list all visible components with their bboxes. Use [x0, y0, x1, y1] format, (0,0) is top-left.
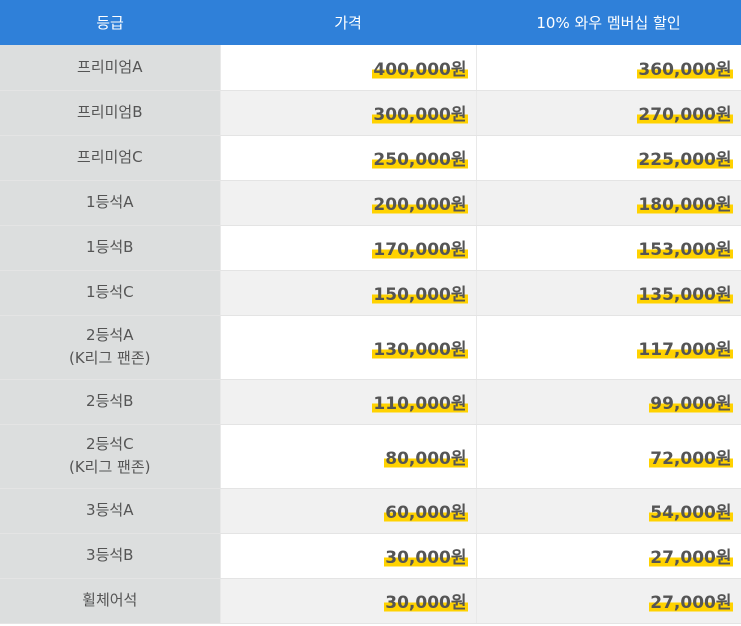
table-row: 1등석A 200,000원 180,000원	[0, 180, 741, 226]
discount-value: 54,000원	[649, 503, 733, 523]
discount-value: 153,000원	[637, 240, 733, 260]
price-value: 60,000원	[384, 503, 468, 523]
discount-cell: 27,000원	[476, 533, 741, 579]
header-grade: 등급	[0, 0, 220, 45]
grade-label: 3등석B	[86, 546, 134, 564]
discount-value: 225,000원	[637, 150, 733, 170]
discount-value: 180,000원	[637, 195, 733, 215]
discount-value: 270,000원	[637, 105, 733, 125]
table-row: 프리미엄B 300,000원 270,000원	[0, 90, 741, 136]
table-row: 프리미엄C 250,000원 225,000원	[0, 135, 741, 181]
grade-label: (K리그 팬존)	[68, 349, 151, 367]
price-value: 200,000원	[372, 195, 468, 215]
grade-label: 프리미엄A	[77, 57, 143, 76]
discount-cell: 270,000원	[476, 90, 741, 136]
discount-value: 27,000원	[649, 548, 733, 568]
discount-cell: 153,000원	[476, 225, 741, 271]
price-value: 300,000원	[372, 105, 468, 125]
header-discount: 10% 와우 멤버십 할인	[476, 0, 741, 45]
price-cell: 110,000원	[220, 379, 477, 425]
table-row: 프리미엄A 400,000원 360,000원	[0, 45, 741, 91]
price-value: 150,000원	[372, 285, 468, 305]
table-row: 2등석C (K리그 팬존) 80,000원 72,000원	[0, 424, 741, 489]
price-value: 130,000원	[372, 339, 468, 360]
price-cell: 130,000원	[220, 315, 477, 380]
discount-cell: 117,000원	[476, 315, 741, 380]
table-row: 3등석B 30,000원 27,000원	[0, 533, 741, 579]
price-value: 170,000원	[372, 240, 468, 260]
price-value: 400,000원	[372, 59, 468, 80]
table-row: 1등석C 150,000원 135,000원	[0, 270, 741, 316]
grade-cell: 2등석C (K리그 팬존)	[0, 424, 221, 489]
header-price: 가격	[220, 0, 476, 45]
discount-cell: 27,000원	[476, 578, 741, 624]
discount-cell: 99,000원	[476, 379, 741, 425]
discount-cell: 54,000원	[476, 488, 741, 534]
price-cell: 30,000원	[220, 533, 477, 579]
price-cell: 200,000원	[220, 180, 477, 226]
grade-label: 1등석B	[86, 238, 134, 256]
grade-cell: 1등석A	[0, 180, 221, 226]
discount-cell: 72,000원	[476, 424, 741, 489]
grade-label: 1등석A	[86, 193, 134, 211]
grade-cell: 1등석B	[0, 225, 221, 271]
price-cell: 150,000원	[220, 270, 477, 316]
grade-cell: 프리미엄B	[0, 90, 221, 136]
table-row: 2등석A (K리그 팬존) 130,000원 117,000원	[0, 315, 741, 380]
table-row: 2등석B 110,000원 99,000원	[0, 379, 741, 425]
grade-label: 2등석C	[85, 435, 134, 453]
grade-label: 휠체어석	[82, 591, 138, 609]
discount-cell: 180,000원	[476, 180, 741, 226]
discount-value: 117,000원	[637, 339, 733, 360]
price-cell: 170,000원	[220, 225, 477, 271]
grade-cell: 프리미엄C	[0, 135, 221, 181]
grade-label: 프리미엄B	[77, 103, 143, 121]
grade-cell: 프리미엄A	[0, 45, 221, 91]
price-cell: 60,000원	[220, 488, 477, 534]
grade-cell: 3등석A	[0, 488, 221, 534]
price-value: 30,000원	[384, 593, 468, 613]
grade-cell: 2등석B	[0, 379, 221, 425]
grade-cell: 3등석B	[0, 533, 221, 579]
table-row: 3등석A 60,000원 54,000원	[0, 488, 741, 534]
price-value: 110,000원	[372, 394, 468, 414]
discount-value: 27,000원	[649, 593, 733, 613]
price-value: 30,000원	[384, 548, 468, 568]
discount-value: 72,000원	[649, 448, 733, 469]
grade-label: 3등석A	[86, 501, 134, 519]
price-cell: 300,000원	[220, 90, 477, 136]
grade-cell: 휠체어석	[0, 578, 221, 624]
discount-value: 360,000원	[637, 59, 733, 80]
price-value: 250,000원	[372, 150, 468, 170]
grade-label: 2등석B	[86, 392, 134, 410]
discount-cell: 360,000원	[476, 45, 741, 91]
price-cell: 400,000원	[220, 45, 477, 91]
grade-label: 프리미엄C	[76, 148, 143, 166]
discount-value: 135,000원	[637, 285, 733, 305]
price-cell: 80,000원	[220, 424, 477, 489]
discount-value: 99,000원	[649, 394, 733, 414]
table-header-row: 등급 가격 10% 와우 멤버십 할인	[0, 0, 741, 45]
grade-label: 2등석A	[86, 326, 134, 344]
price-cell: 30,000원	[220, 578, 477, 624]
grade-cell: 1등석C	[0, 270, 221, 316]
table-row: 1등석B 170,000원 153,000원	[0, 225, 741, 271]
grade-label: 1등석C	[85, 283, 134, 301]
discount-cell: 225,000원	[476, 135, 741, 181]
discount-cell: 135,000원	[476, 270, 741, 316]
grade-label: (K리그 팬존)	[68, 458, 151, 476]
grade-cell: 2등석A (K리그 팬존)	[0, 315, 221, 380]
price-value: 80,000원	[384, 448, 468, 469]
table-row: 휠체어석 30,000원 27,000원	[0, 578, 741, 624]
price-cell: 250,000원	[220, 135, 477, 181]
